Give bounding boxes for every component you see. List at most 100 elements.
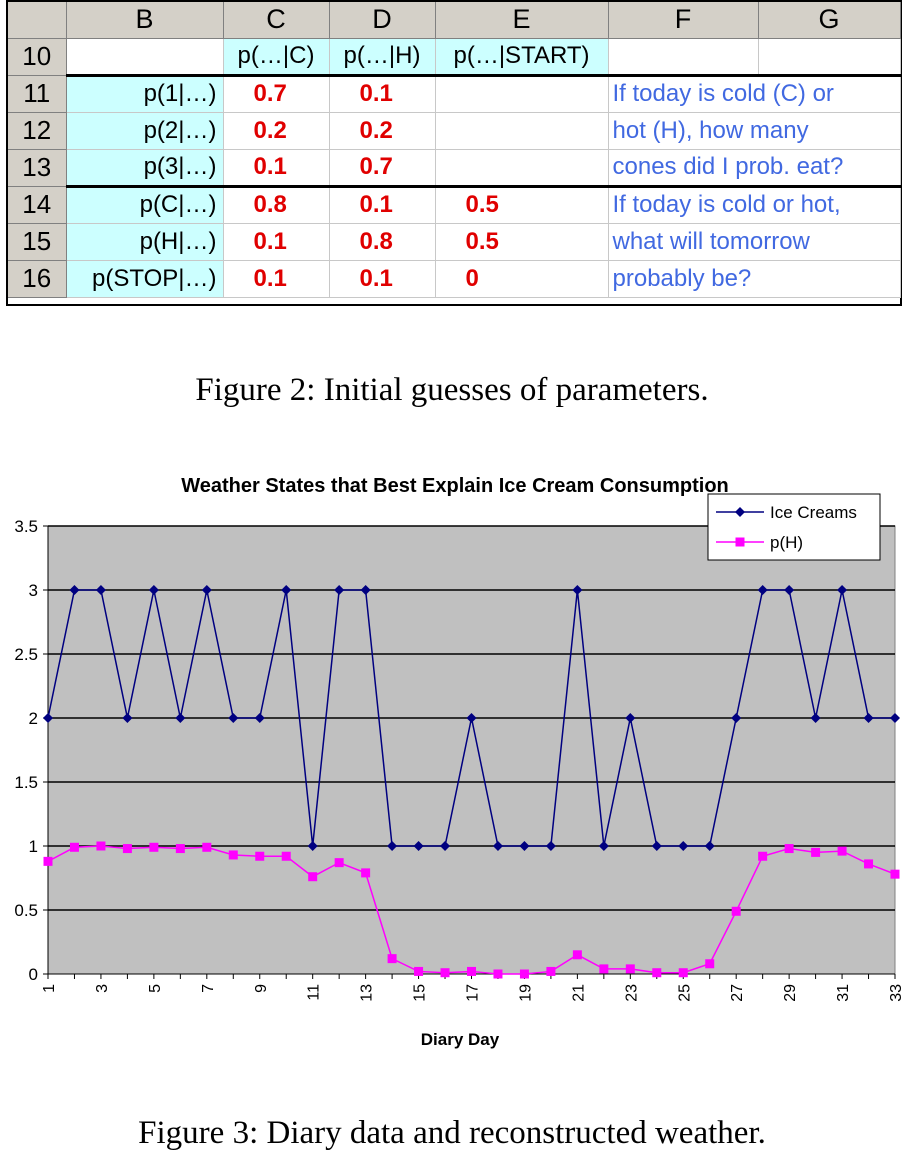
column-header-b[interactable]: B [66, 2, 224, 39]
note-cell[interactable]: what will tomorrow [608, 223, 901, 261]
x-tick-label: 11 [306, 984, 323, 1001]
column-header-f[interactable]: F [608, 2, 759, 39]
cell[interactable] [66, 38, 224, 76]
row-number[interactable]: 15 [8, 223, 67, 261]
column-header-d[interactable]: D [329, 2, 436, 39]
cell-value[interactable]: 0.1 [329, 73, 436, 113]
note-text: probably be? [612, 264, 752, 292]
chart-container: Weather States that Best Explain Ice Cre… [0, 460, 904, 1060]
cell-value[interactable]: 0.7 [329, 149, 436, 187]
row-number[interactable]: 13 [8, 149, 67, 187]
note-cell[interactable]: If today is cold or hot, [608, 184, 901, 224]
chart-title: Weather States that Best Explain Ice Cre… [181, 475, 729, 497]
row-number[interactable]: 14 [8, 186, 67, 224]
cell-value[interactable]: 0.2 [329, 112, 436, 150]
data-point [175, 713, 186, 723]
cell-value[interactable]: 0.8 [223, 184, 330, 224]
cell-value[interactable]: 0.1 [223, 149, 330, 187]
data-point [731, 713, 742, 723]
data-point [175, 844, 185, 854]
cell[interactable] [758, 38, 901, 76]
note-cell[interactable]: hot (H), how many [608, 112, 901, 150]
data-point [69, 585, 80, 595]
cell-value[interactable]: 0.1 [223, 260, 330, 298]
cell-value[interactable]: 0.5 [435, 223, 609, 261]
x-tick-label: 19 [517, 984, 534, 1002]
cell-value[interactable]: 0.5 [435, 184, 609, 224]
data-point [43, 856, 53, 866]
row-number[interactable]: 11 [8, 75, 67, 113]
data-point [467, 966, 476, 976]
data-point [625, 713, 636, 723]
data-point [255, 851, 265, 861]
x-axis-label: Diary Day [421, 1030, 500, 1049]
note-cell[interactable]: If today is cold (C) or [608, 73, 901, 113]
y-tick-label: 3.5 [14, 517, 38, 536]
data-point [678, 968, 688, 978]
data-point [863, 713, 874, 723]
row-label[interactable]: p(H|…) [66, 223, 224, 261]
data-point [625, 964, 635, 974]
data-point [811, 847, 821, 857]
y-tick-label: 0 [29, 965, 38, 984]
column-label-hot[interactable]: p(…|H) [329, 38, 436, 76]
cell-value[interactable] [435, 112, 609, 150]
row-label[interactable]: p(2|…) [66, 112, 224, 150]
column-label-start[interactable]: p(…|START) [435, 38, 609, 76]
x-tick-label: 27 [729, 984, 746, 1002]
x-tick-label: 13 [359, 984, 376, 1002]
row-label[interactable]: p(C|…) [66, 184, 224, 224]
x-tick-label: 25 [676, 984, 693, 1002]
note-text: what will tomorrow [612, 227, 810, 255]
row-label[interactable]: p(1|…) [66, 73, 224, 113]
cell-value[interactable]: 0.1 [223, 223, 330, 261]
column-label-cold[interactable]: p(…|C) [223, 38, 330, 76]
y-tick-label: 3 [29, 581, 38, 600]
data-point [440, 841, 451, 851]
column-header-g[interactable]: G [758, 2, 901, 39]
data-point [837, 846, 847, 856]
cell-value[interactable]: 0.1 [329, 184, 436, 224]
figure-3-caption: Figure 3: Diary data and reconstructed w… [138, 1115, 766, 1151]
cell-value[interactable] [435, 149, 609, 187]
cell[interactable] [608, 38, 759, 76]
column-header-c[interactable]: C [223, 2, 330, 39]
corner-cell[interactable] [8, 2, 67, 39]
data-point [334, 858, 344, 868]
row-number[interactable]: 16 [8, 260, 67, 298]
x-tick-label: 33 [888, 984, 904, 1002]
cell-value[interactable]: 0.7 [223, 73, 330, 113]
data-point [758, 851, 768, 861]
data-point [598, 841, 609, 851]
plot-background [47, 525, 896, 975]
cell-value[interactable]: 0.8 [329, 223, 436, 261]
data-point [440, 968, 450, 978]
note-cell[interactable]: probably be? [608, 260, 901, 298]
data-point [148, 585, 159, 595]
data-point [731, 906, 741, 916]
data-point [201, 585, 212, 595]
note-cell[interactable]: cones did I prob. eat? [608, 149, 901, 187]
cell-value[interactable]: 0.1 [329, 260, 436, 298]
row-label[interactable]: p(3|…) [66, 149, 224, 187]
data-point [387, 841, 398, 851]
x-tick-label: 23 [623, 984, 640, 1002]
row-number[interactable]: 12 [8, 112, 67, 150]
parameter-table: B C D E F G 10 p(…|C) p(…|H) p(…|START) … [8, 2, 901, 298]
data-point [307, 841, 318, 851]
row-label[interactable]: p(STOP|…) [66, 260, 224, 298]
column-header-e[interactable]: E [435, 2, 609, 39]
cell-value[interactable] [435, 73, 609, 113]
data-point [651, 841, 662, 851]
data-point [492, 841, 503, 851]
x-tick-label: 1 [41, 984, 58, 993]
x-tick-label: 15 [412, 984, 429, 1002]
row-number[interactable]: 10 [8, 38, 67, 76]
data-point [43, 713, 53, 723]
x-tick-label: 9 [253, 984, 270, 993]
data-point [784, 585, 795, 595]
cell-value[interactable]: 0 [435, 260, 609, 298]
data-point [69, 842, 79, 852]
y-tick-label: 1.5 [14, 773, 38, 792]
cell-value[interactable]: 0.2 [223, 112, 330, 150]
